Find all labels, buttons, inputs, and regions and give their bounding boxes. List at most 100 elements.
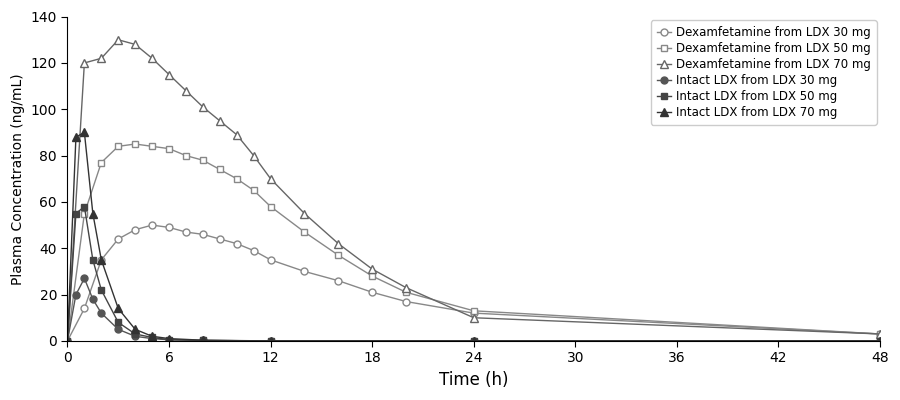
Intact LDX from LDX 50 mg (62, 338, 73, 343)
Dexamfetamine from LDX 50 mg (299, 230, 310, 234)
Dexamfetamine from LDX 50 mg (112, 144, 123, 149)
Dexamfetamine from LDX 30 mg (214, 236, 225, 241)
Dexamfetamine from LDX 30 mg (266, 258, 276, 262)
Dexamfetamine from LDX 50 mg (248, 188, 259, 193)
Dexamfetamine from LDX 30 mg (231, 241, 242, 246)
Line: Intact LDX from LDX 50 mg: Intact LDX from LDX 50 mg (64, 203, 884, 344)
Dexamfetamine from LDX 70 mg (266, 176, 276, 181)
Dexamfetamine from LDX 50 mg (79, 211, 90, 216)
Dexamfetamine from LDX 70 mg (112, 37, 123, 42)
Intact LDX from LDX 50 mg (197, 338, 208, 343)
Dexamfetamine from LDX 50 mg (130, 142, 140, 146)
Intact LDX from LDX 30 mg (87, 297, 98, 302)
Intact LDX from LDX 30 mg (468, 338, 479, 343)
Intact LDX from LDX 50 mg (147, 335, 158, 340)
Intact LDX from LDX 30 mg (130, 334, 140, 339)
Dexamfetamine from LDX 30 mg (400, 299, 411, 304)
Intact LDX from LDX 70 mg (875, 338, 886, 343)
Intact LDX from LDX 50 mg (468, 338, 479, 343)
Dexamfetamine from LDX 50 mg (181, 153, 192, 158)
Dexamfetamine from LDX 50 mg (367, 274, 378, 278)
Dexamfetamine from LDX 70 mg (214, 118, 225, 123)
Dexamfetamine from LDX 70 mg (62, 338, 73, 343)
Dexamfetamine from LDX 50 mg (214, 167, 225, 172)
Intact LDX from LDX 70 mg (62, 338, 73, 343)
Line: Intact LDX from LDX 30 mg: Intact LDX from LDX 30 mg (64, 275, 884, 344)
Intact LDX from LDX 70 mg (112, 306, 123, 311)
Intact LDX from LDX 30 mg (112, 327, 123, 332)
Dexamfetamine from LDX 50 mg (231, 176, 242, 181)
Dexamfetamine from LDX 30 mg (333, 278, 344, 283)
Dexamfetamine from LDX 70 mg (367, 267, 378, 272)
Intact LDX from LDX 50 mg (266, 338, 276, 343)
Dexamfetamine from LDX 30 mg (130, 227, 140, 232)
Dexamfetamine from LDX 30 mg (181, 230, 192, 234)
Dexamfetamine from LDX 30 mg (197, 232, 208, 237)
X-axis label: Time (h): Time (h) (439, 371, 508, 389)
Intact LDX from LDX 30 mg (197, 338, 208, 343)
Intact LDX from LDX 30 mg (164, 337, 175, 342)
Intact LDX from LDX 50 mg (87, 258, 98, 262)
Intact LDX from LDX 70 mg (130, 327, 140, 332)
Intact LDX from LDX 70 mg (164, 336, 175, 341)
Intact LDX from LDX 30 mg (875, 338, 886, 343)
Dexamfetamine from LDX 50 mg (164, 146, 175, 151)
Dexamfetamine from LDX 50 mg (96, 160, 107, 165)
Dexamfetamine from LDX 30 mg (248, 248, 259, 253)
Intact LDX from LDX 50 mg (96, 288, 107, 292)
Dexamfetamine from LDX 30 mg (62, 338, 73, 343)
Legend: Dexamfetamine from LDX 30 mg, Dexamfetamine from LDX 50 mg, Dexamfetamine from L: Dexamfetamine from LDX 30 mg, Dexamfetam… (651, 20, 877, 125)
Dexamfetamine from LDX 50 mg (875, 332, 886, 336)
Intact LDX from LDX 30 mg (96, 311, 107, 316)
Intact LDX from LDX 70 mg (147, 334, 158, 339)
Dexamfetamine from LDX 70 mg (400, 285, 411, 290)
Line: Intact LDX from LDX 70 mg: Intact LDX from LDX 70 mg (63, 128, 884, 345)
Dexamfetamine from LDX 30 mg (96, 258, 107, 262)
Intact LDX from LDX 70 mg (87, 211, 98, 216)
Dexamfetamine from LDX 50 mg (468, 308, 479, 313)
Dexamfetamine from LDX 70 mg (231, 132, 242, 137)
Intact LDX from LDX 30 mg (147, 336, 158, 341)
Intact LDX from LDX 70 mg (468, 338, 479, 343)
Intact LDX from LDX 70 mg (96, 258, 107, 262)
Intact LDX from LDX 50 mg (875, 338, 886, 343)
Dexamfetamine from LDX 50 mg (197, 158, 208, 163)
Intact LDX from LDX 50 mg (112, 320, 123, 325)
Line: Dexamfetamine from LDX 70 mg: Dexamfetamine from LDX 70 mg (63, 36, 884, 345)
Line: Dexamfetamine from LDX 30 mg: Dexamfetamine from LDX 30 mg (64, 222, 884, 344)
Dexamfetamine from LDX 70 mg (333, 241, 344, 246)
Dexamfetamine from LDX 30 mg (468, 311, 479, 316)
Intact LDX from LDX 70 mg (70, 135, 81, 140)
Dexamfetamine from LDX 70 mg (468, 315, 479, 320)
Dexamfetamine from LDX 70 mg (197, 104, 208, 109)
Dexamfetamine from LDX 70 mg (130, 42, 140, 47)
Intact LDX from LDX 30 mg (266, 338, 276, 343)
Dexamfetamine from LDX 50 mg (333, 253, 344, 258)
Dexamfetamine from LDX 70 mg (164, 72, 175, 77)
Dexamfetamine from LDX 70 mg (875, 332, 886, 336)
Dexamfetamine from LDX 50 mg (400, 290, 411, 295)
Dexamfetamine from LDX 50 mg (266, 204, 276, 209)
Intact LDX from LDX 70 mg (79, 130, 90, 135)
Y-axis label: Plasma Concentration (ng/mL): Plasma Concentration (ng/mL) (11, 73, 25, 284)
Intact LDX from LDX 50 mg (164, 337, 175, 342)
Dexamfetamine from LDX 70 mg (147, 56, 158, 61)
Dexamfetamine from LDX 30 mg (164, 225, 175, 230)
Dexamfetamine from LDX 70 mg (79, 60, 90, 65)
Intact LDX from LDX 50 mg (70, 211, 81, 216)
Dexamfetamine from LDX 50 mg (62, 338, 73, 343)
Dexamfetamine from LDX 30 mg (112, 236, 123, 241)
Intact LDX from LDX 30 mg (70, 292, 81, 297)
Intact LDX from LDX 50 mg (79, 204, 90, 209)
Intact LDX from LDX 70 mg (266, 338, 276, 343)
Intact LDX from LDX 30 mg (79, 276, 90, 281)
Dexamfetamine from LDX 30 mg (79, 306, 90, 311)
Dexamfetamine from LDX 70 mg (299, 211, 310, 216)
Dexamfetamine from LDX 70 mg (96, 56, 107, 61)
Dexamfetamine from LDX 30 mg (299, 269, 310, 274)
Line: Dexamfetamine from LDX 50 mg: Dexamfetamine from LDX 50 mg (64, 140, 884, 344)
Dexamfetamine from LDX 30 mg (147, 223, 158, 228)
Dexamfetamine from LDX 30 mg (875, 332, 886, 336)
Dexamfetamine from LDX 30 mg (367, 290, 378, 295)
Intact LDX from LDX 50 mg (130, 332, 140, 336)
